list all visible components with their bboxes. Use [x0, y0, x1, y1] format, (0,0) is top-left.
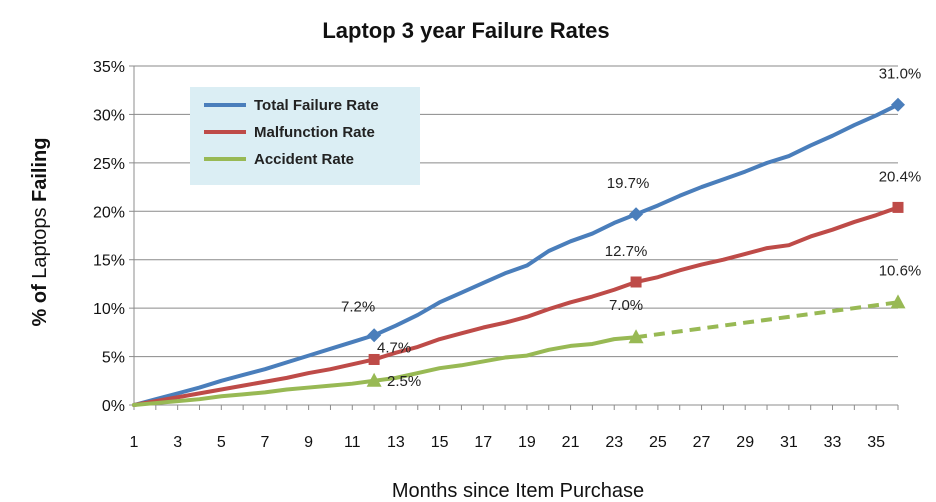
x-tick-label: 19 — [518, 434, 536, 451]
y-axis-label-part-1: % of — [29, 284, 51, 327]
data-point-marker — [629, 207, 644, 222]
x-tick-label: 1 — [130, 434, 139, 451]
x-tick-label: 29 — [736, 434, 754, 451]
x-tick-label: 5 — [217, 434, 226, 451]
chart-title: Laptop 3 year Failure Rates — [322, 18, 609, 43]
data-point-marker — [891, 97, 905, 112]
data-label: 12.7% — [605, 243, 648, 260]
series-projection-line — [635, 300, 899, 340]
x-tick-label: 9 — [304, 434, 313, 451]
x-tick-label: 11 — [344, 434, 361, 451]
y-axis-label: % of Laptops Failing — [29, 138, 51, 327]
y-axis-label-part-3: Failing — [29, 138, 51, 202]
legend-label: Total Failure Rate — [254, 97, 379, 114]
legend: Total Failure Rate Malfunction Rate Accide… — [190, 87, 420, 185]
x-tick-label: 27 — [693, 434, 711, 451]
y-tick-label: 10% — [93, 301, 125, 318]
x-tick-label: 17 — [474, 434, 492, 451]
x-axis-label: Months since Item Purchase — [392, 480, 644, 502]
x-tick-label: 31 — [780, 434, 798, 451]
data-point-marker — [366, 372, 382, 387]
series-line — [132, 102, 900, 407]
data-label: 19.7% — [607, 175, 650, 192]
x-tick-label: 33 — [824, 434, 842, 451]
x-tick-label: 7 — [261, 434, 270, 451]
y-tick-label: 25% — [93, 156, 125, 173]
data-label: 2.5% — [387, 373, 421, 390]
x-tick-label: 25 — [649, 434, 667, 451]
x-tick-label: 35 — [867, 434, 885, 451]
legend-label: Accident Rate — [254, 151, 354, 168]
series-line — [132, 335, 639, 407]
data-label: 7.2% — [341, 298, 375, 315]
y-tick-label: 0% — [102, 398, 125, 415]
data-label: 7.0% — [609, 297, 643, 314]
data-point-marker — [368, 353, 380, 365]
x-tick-label: 21 — [562, 434, 580, 451]
data-label: 31.0% — [879, 66, 922, 83]
data-point-marker — [367, 328, 382, 343]
x-tick-label: 13 — [387, 434, 405, 451]
data-point-marker — [890, 294, 906, 309]
series-line — [132, 205, 900, 407]
data-label: 10.6% — [879, 262, 922, 279]
data-label: 4.7% — [377, 339, 411, 356]
y-tick-label: 5% — [102, 350, 125, 367]
data-point-marker — [628, 329, 644, 344]
y-tick-label: 15% — [93, 253, 125, 270]
data-labels-layer: 7.2% 19.7% 31.0% 4.7% 12.7% 20.4% 2.5% 7.0% 10.6… — [341, 66, 921, 390]
data-point-marker — [630, 276, 642, 288]
x-tick-label: 3 — [173, 434, 182, 451]
x-tick-label: 15 — [431, 434, 449, 451]
y-tick-label: 35% — [93, 59, 125, 76]
y-axis: 0% 5% 10% 15% 20% 25% 30% 35% — [93, 59, 135, 415]
legend-label: Malfunction Rate — [254, 124, 375, 141]
x-tick-label: 23 — [605, 434, 623, 451]
data-label: 20.4% — [879, 168, 922, 185]
y-tick-label: 30% — [93, 107, 125, 124]
data-point-marker — [892, 201, 904, 213]
x-axis: 1 3 5 7 9 11 13 15 17 19 21 23 25 27 29 31 33 35 — [130, 405, 899, 451]
series-layer — [132, 97, 906, 407]
y-tick-label: 20% — [93, 204, 125, 221]
y-axis-label-part-2: Laptops — [29, 202, 51, 284]
